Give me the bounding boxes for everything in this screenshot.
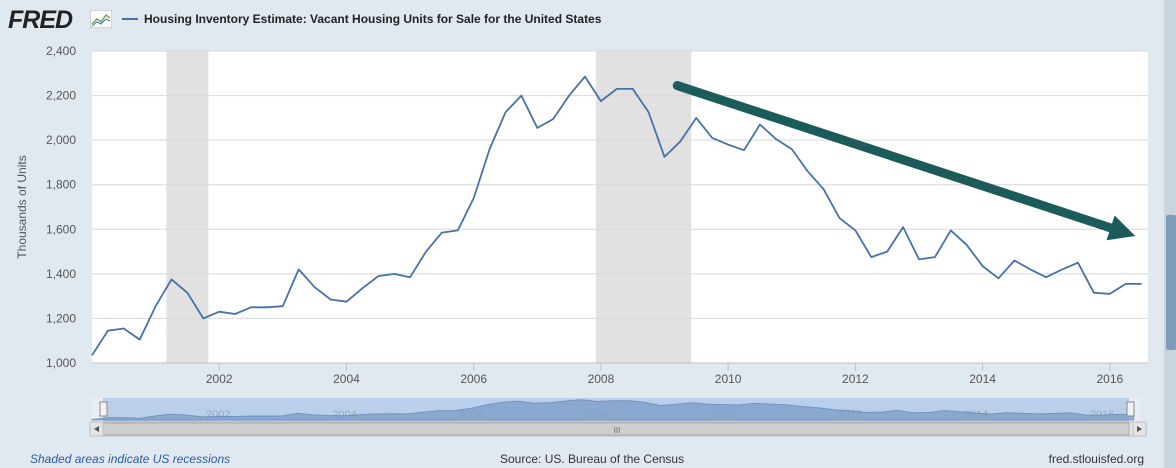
- scroll-right-arrow-icon: [1137, 426, 1142, 432]
- navigator-left-handle[interactable]: [99, 401, 108, 417]
- y-tick-label: 1,800: [46, 178, 76, 192]
- page-scrollbar-thumb[interactable]: [1166, 215, 1176, 350]
- y-tick-label: 1,200: [46, 311, 76, 325]
- y-tick-label: 2,400: [46, 44, 76, 58]
- y-tick-label: 2,200: [46, 89, 76, 103]
- y-tick-label: 1,600: [46, 222, 76, 236]
- horizontal-scrollbar[interactable]: III: [89, 421, 1147, 437]
- x-tick-label: 2006: [460, 372, 487, 386]
- recession-shading: [166, 51, 692, 363]
- trend-arrow-annotation: [672, 81, 1136, 241]
- x-tick-label: 2002: [206, 372, 233, 386]
- x-tick-label: 2004: [333, 372, 360, 386]
- navigator-area: [91, 399, 1135, 421]
- x-tick-label: 2010: [715, 372, 742, 386]
- y-tick-label: 1,000: [46, 356, 76, 370]
- y-axis-label: Thousands of Units: [15, 155, 29, 258]
- x-tick-label: 2016: [1096, 372, 1123, 386]
- recession-note[interactable]: Shaded areas indicate US recessions: [30, 452, 231, 466]
- series-layer: [91, 75, 1142, 356]
- site-link[interactable]: fred.stlouisfed.org: [1048, 452, 1144, 466]
- trend-arrow-shaft: [672, 81, 1116, 233]
- y-tick-label: 2,000: [46, 133, 76, 147]
- scroll-left-arrow-icon: [94, 426, 99, 432]
- x-tick-label: 2012: [842, 372, 869, 386]
- recession-band: [595, 51, 692, 363]
- x-tick-label: 2008: [588, 372, 615, 386]
- x-tick-label: 2014: [969, 372, 996, 386]
- series-line[interactable]: [91, 75, 1142, 356]
- trend-arrow-head: [1106, 215, 1136, 241]
- line-chart[interactable]: 1,000 1,200 1,400 1,600 1,800 2,000 2,200 2,400…: [0, 40, 1160, 450]
- fred-logo[interactable]: FRED: [8, 6, 73, 34]
- source-note: Source: US. Bureau of the Census: [500, 452, 685, 466]
- chart-legend[interactable]: Housing Inventory Estimate: Vacant Housi…: [122, 12, 601, 26]
- navigator-right-handle[interactable]: [1126, 401, 1135, 417]
- legend-line-swatch: [122, 18, 138, 20]
- scrollbar-grip: III: [614, 426, 621, 435]
- recession-band: [166, 51, 209, 363]
- x-axis: 2002 2004 2006 2008 2010 2012 2014 2016: [206, 363, 1124, 386]
- fred-logo-chart-icon: [90, 10, 112, 28]
- legend-series-title: Housing Inventory Estimate: Vacant Housi…: [144, 12, 602, 26]
- chart-header: FRED Housing Inventory Estimate: Vacant …: [0, 0, 1148, 40]
- y-tick-label: 1,400: [46, 267, 76, 281]
- y-axis: 1,000 1,200 1,400 1,600 1,800 2,000 2,200 2,400: [46, 44, 76, 370]
